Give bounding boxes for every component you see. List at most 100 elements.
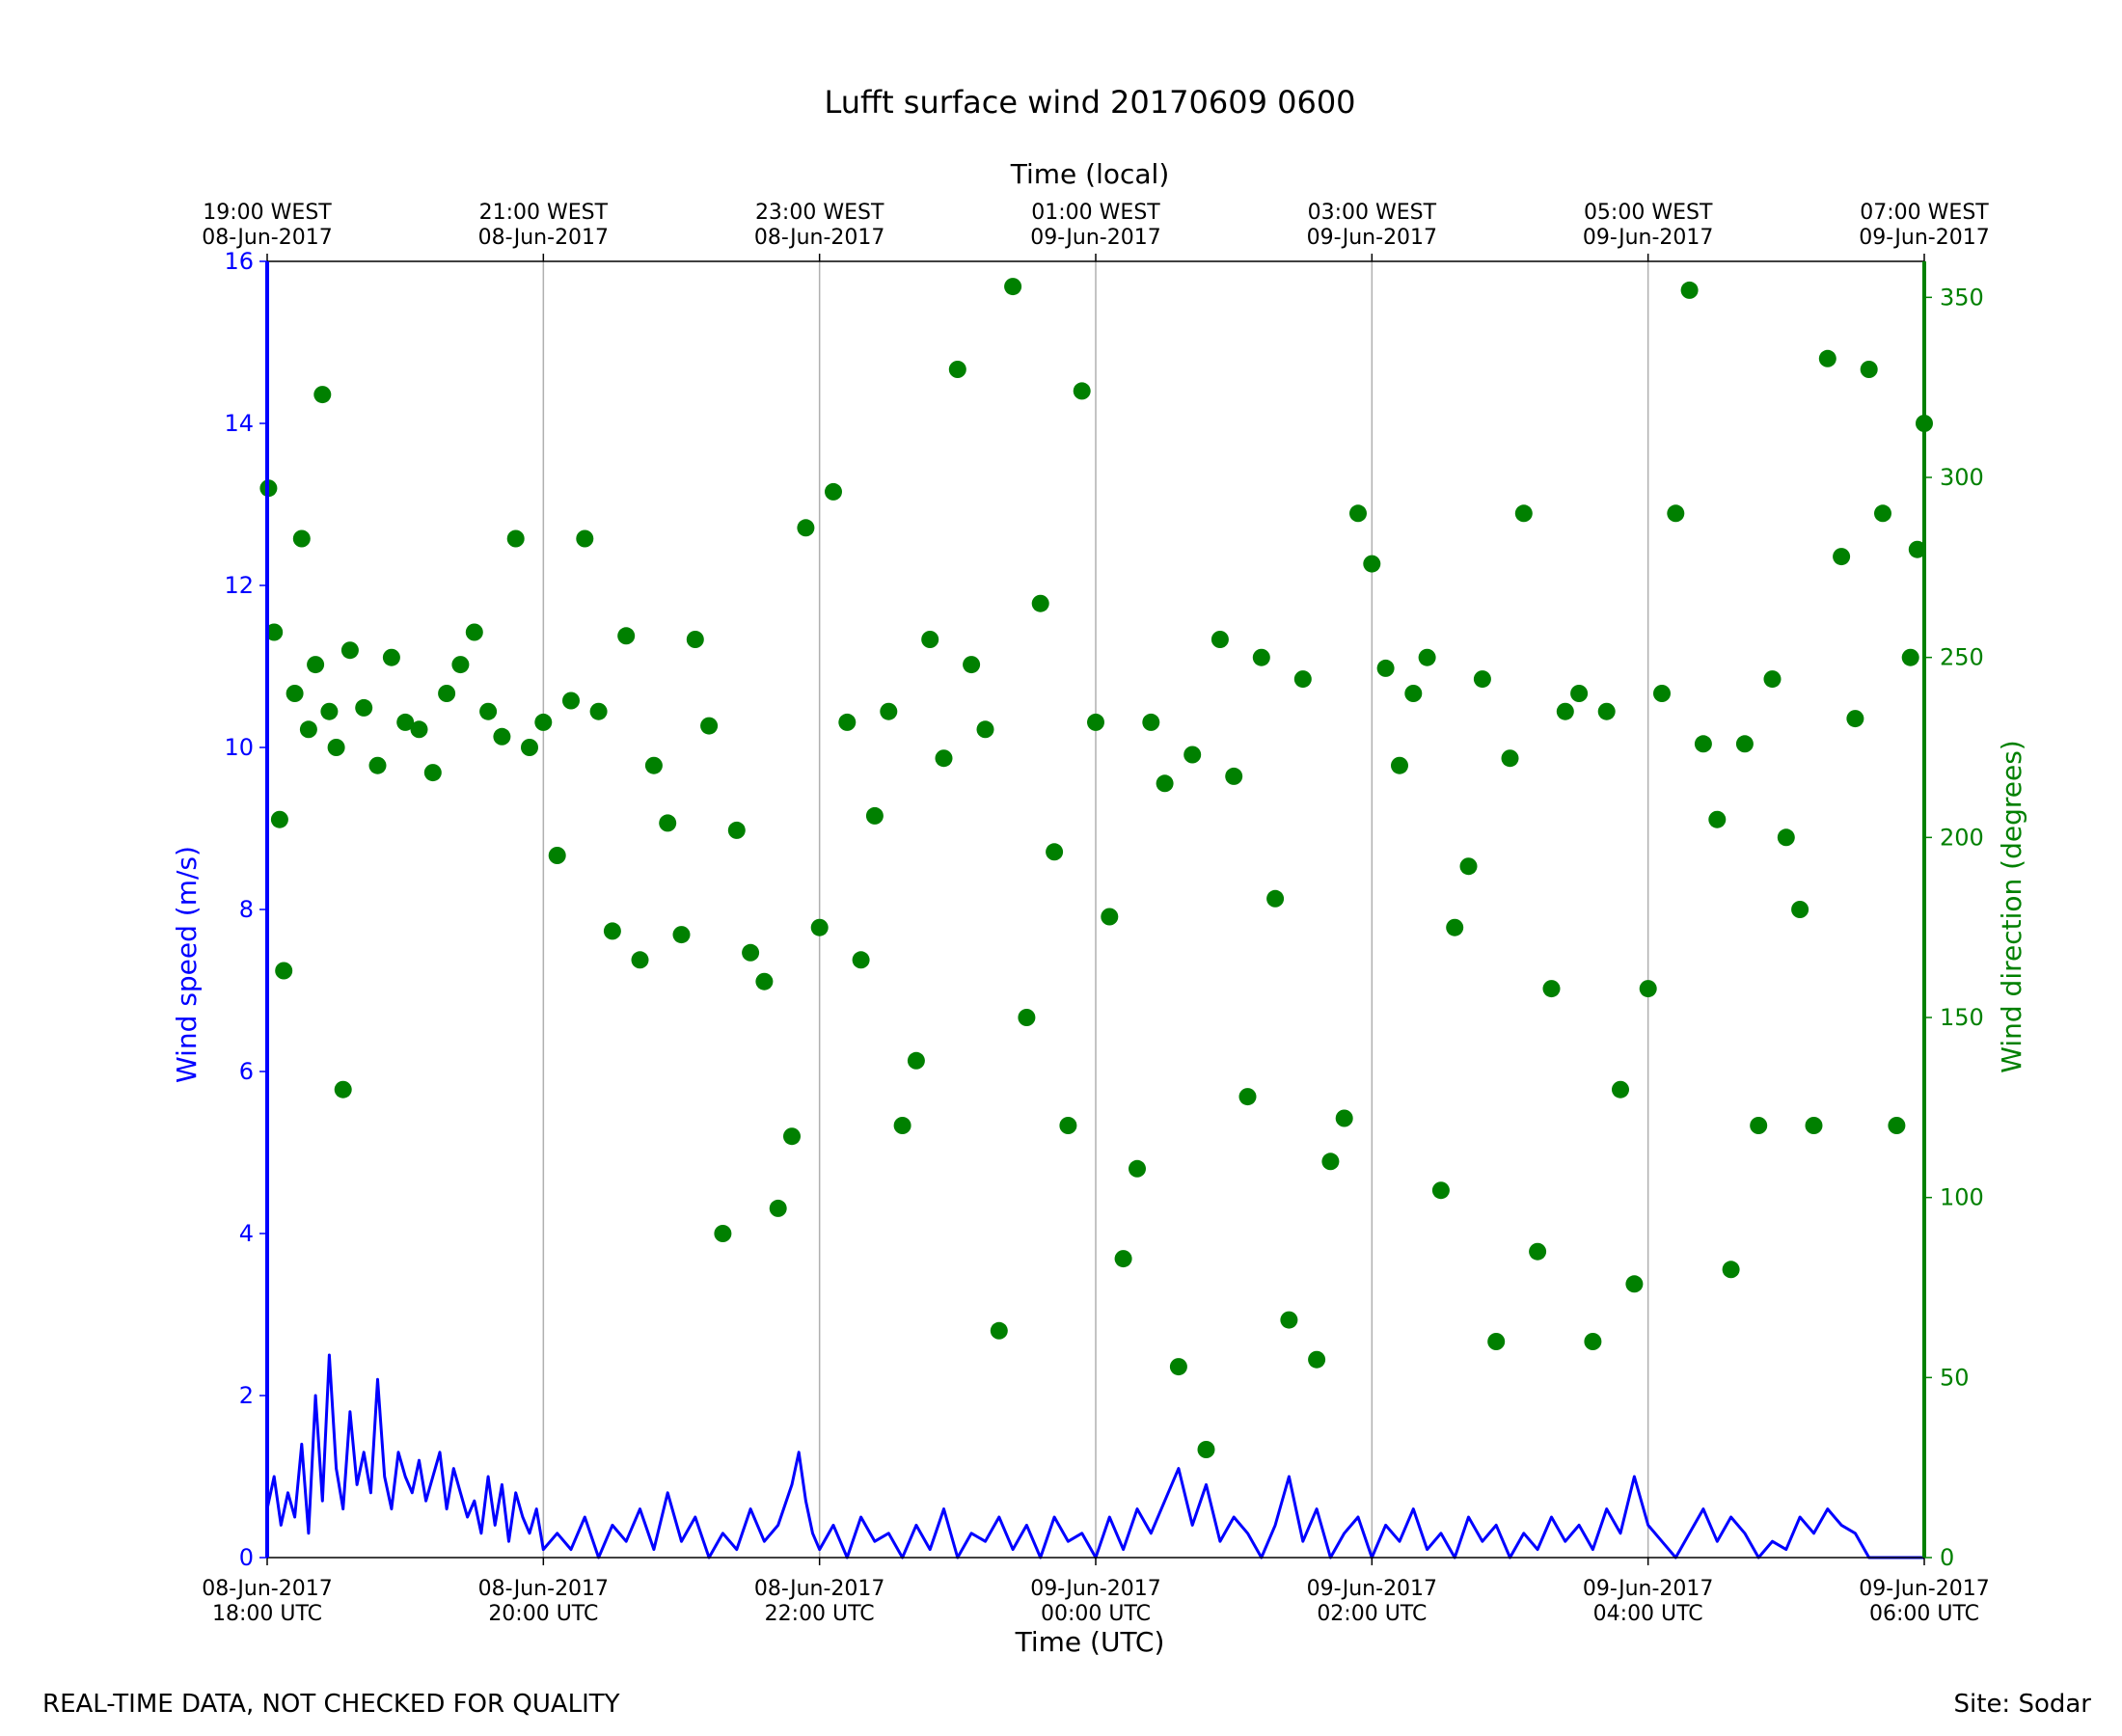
x-tick-label-top-date: 09-Jun-2017 [1307,226,1437,250]
wind-direction-point [423,764,442,782]
footer-quality-note: REAL-TIME DATA, NOT CHECKED FOR QUALITY [42,1690,620,1719]
y-axis-left-label: Wind speed (m/s) [171,846,203,1083]
x-tick-label-top-date: 09-Jun-2017 [1030,226,1160,250]
wind-direction-point [755,972,774,990]
wind-direction-point [1308,1350,1326,1369]
wind-direction-point [340,641,359,660]
wind-direction-point [410,720,428,739]
x-tick-label-top-time: 03:00 WEST [1308,201,1437,225]
y-tick-label-left: 2 [239,1382,254,1409]
wind-direction-point [935,749,953,768]
x-tick-label-bottom-date: 09-Jun-2017 [1307,1577,1437,1601]
wind-direction-point [1473,670,1491,689]
wind-direction-point [838,713,857,731]
wind-direction-point [1750,1117,1768,1134]
x-tick-label-bottom-date: 09-Jun-2017 [1030,1577,1160,1601]
wind-direction-point [1252,648,1270,666]
x-tick-label-top-time: 23:00 WEST [755,201,884,225]
wind-direction-point [355,698,373,717]
wind-direction-point [307,656,325,674]
wind-direction-point [1625,1275,1644,1293]
wind-direction-point [990,1321,1008,1340]
wind-direction-point [1501,749,1519,768]
wind-direction-point [1597,702,1616,720]
wind-direction-point [1059,1117,1077,1134]
wind-direction-point [451,656,470,674]
y-tick-label-left: 10 [224,734,254,761]
wind-direction-point [1335,1109,1353,1127]
wind-direction-point [1183,746,1202,764]
wind-direction-point [1639,980,1657,998]
wind-direction-point [1556,702,1574,720]
y-tick-label-right: 0 [1940,1544,1954,1571]
x-tick-label-top-date: 08-Jun-2017 [202,226,332,250]
y-tick-label-right: 150 [1940,1004,1984,1031]
y-tick-label-right: 250 [1940,644,1984,671]
wind-direction-point [659,814,677,832]
wind-direction-point [562,692,580,710]
wind-direction-point [382,648,400,666]
wind-direction-point [617,627,636,645]
x-axis-bottom-label: Time (UTC) [1015,1626,1165,1658]
wind-direction-point [292,529,311,548]
chart-title: Lufft surface wind 20170609 0600 [824,84,1355,121]
wind-direction-point [1459,857,1478,876]
wind-direction-point [1612,1080,1629,1099]
x-tick-label-bottom-date: 08-Jun-2017 [478,1577,609,1601]
x-tick-label-bottom-time: 18:00 UTC [212,1602,322,1626]
wind-direction-point [1777,828,1795,847]
wind-direction-point [852,951,870,969]
wind-direction-point [1529,1242,1547,1261]
wind-direction-point [1833,548,1851,566]
wind-direction-point [1391,756,1408,774]
x-axis-top-label: Time (local) [1010,158,1170,190]
wind-direction-point [976,720,994,739]
wind-direction-point [1667,504,1685,523]
wind-direction-point [810,918,829,936]
wind-direction-point [672,926,691,944]
wind-direction-point [270,810,288,828]
y-tick-label-left: 16 [224,248,254,275]
x-tick-label-bottom-time: 20:00 UTC [488,1602,598,1626]
wind-direction-point [1225,767,1243,785]
wind-direction-point [438,685,456,702]
wind-direction-point [727,821,746,839]
wind-direction-series [259,278,1933,1458]
wind-direction-point [963,656,981,674]
wind-direction-point [1722,1261,1740,1279]
x-tick-label-top-time: 01:00 WEST [1031,201,1160,225]
wind-direction-point [1888,1117,1906,1134]
wind-direction-point [1376,659,1395,677]
wind-direction-point [1487,1333,1506,1350]
wind-direction-point [1018,1009,1036,1026]
x-tick-label-bottom-time: 02:00 UTC [1317,1602,1427,1626]
y-tick-label-left: 14 [224,410,254,437]
grid-lines [542,261,1649,1558]
x-tick-label-bottom-date: 09-Jun-2017 [1859,1577,1989,1601]
wind-direction-point [1805,1117,1823,1134]
x-tick-label-top-date: 09-Jun-2017 [1859,226,1989,250]
wind-direction-point [686,631,704,648]
wind-speed-series [265,1353,1924,1560]
wind-direction-point [320,702,339,720]
y-tick-label-left: 4 [239,1220,254,1247]
wind-direction-point [714,1225,732,1242]
wind-direction-point [700,717,719,735]
wind-direction-point [631,951,649,969]
x-tick-label-top-time: 05:00 WEST [1584,201,1713,225]
wind-direction-point [1266,889,1285,908]
y-axis-right-label: Wind direction (degrees) [1996,740,2027,1072]
wind-direction-point [1280,1311,1298,1329]
wind-direction-point [1708,810,1727,828]
wind-direction-point [1363,555,1381,573]
wind-direction-point [1031,594,1049,612]
wind-direction-point [865,806,884,825]
wind-direction-point [880,702,898,720]
wind-direction-point [1874,504,1891,523]
wind-direction-point [1404,685,1423,702]
wind-direction-point [1197,1441,1215,1458]
x-tick-label-bottom-date: 09-Jun-2017 [1583,1577,1713,1601]
wind-direction-point [1321,1153,1340,1171]
wind-direction-point [275,962,293,980]
